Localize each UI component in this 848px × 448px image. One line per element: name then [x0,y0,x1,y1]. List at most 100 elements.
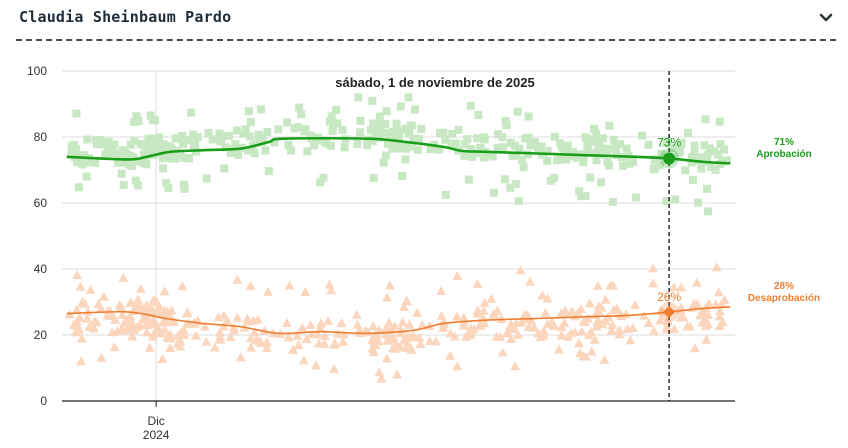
disapproval-poll-point [394,341,405,351]
approval-poll-point [605,121,614,130]
approval-poll-point [452,139,461,148]
approval-poll-point [405,129,414,138]
approval-poll-point [697,164,706,173]
disapproval-poll-point [505,334,516,344]
approval-poll-point [130,118,139,127]
approval-poll-point [72,145,81,154]
approval-poll-point [581,192,590,201]
approval-poll-point [72,151,81,160]
date-cursor[interactable]: 73% 26% [657,71,681,401]
approval-poll-point [72,109,81,118]
approval-poll-point [466,101,475,110]
disapproval-poll-point [549,321,560,331]
disapproval-poll-point [91,317,102,327]
disapproval-poll-point [283,332,294,342]
disapproval-poll-point [381,292,392,302]
approval-poll-point [392,119,401,128]
approval-poll-point [677,138,686,147]
disapproval-poll-point [376,373,387,383]
approval-legend-label: Aprobación [756,149,812,160]
approval-poll-point [381,120,390,129]
approval-poll-point [608,197,617,206]
approval-poll-point [224,131,233,140]
approval-poll-point [395,132,404,141]
approval-poll-point [556,139,565,148]
disapproval-poll-point [75,281,86,291]
disapproval-poll-point [401,295,412,305]
disapproval-poll-point [522,310,533,320]
approval-poll-point [221,143,230,152]
disapproval-poll-point [324,279,335,289]
disapproval-poll-point [719,295,730,305]
chevron-down-icon[interactable] [818,10,834,26]
approval-poll-point [79,158,88,167]
approval-poll-point [694,198,703,207]
approval-poll-point [631,193,640,202]
approval-poll-point [325,117,334,126]
approval-poll-point [714,150,723,159]
approval-poll-point [376,125,385,134]
approval-poll-point [171,154,180,163]
approval-poll-point [655,161,664,170]
approval-poll-point [184,154,193,163]
disapproval-poll-point [491,331,502,341]
approval-poll-point [159,164,168,173]
disapproval-poll-point [662,316,673,326]
disapproval-poll-point [322,315,333,325]
approval-poll-point [556,155,565,164]
disapproval-poll-point [559,318,570,328]
disapproval-poll-point [713,287,724,297]
disapproval-poll-point [284,280,295,290]
y-tick-label: 40 [34,262,48,276]
approval-poll-point [369,174,378,183]
approval-poll-point [441,191,450,200]
approval-poll-point [407,121,416,130]
approval-poll-point [584,146,593,155]
approval-poll-point [563,141,572,150]
disapproval-poll-point [150,319,161,329]
approval-poll-point [590,149,599,158]
approval-poll-point [381,151,390,160]
approval-poll-point [473,149,482,158]
approval-poll-point [519,163,528,172]
approval-poll-point [231,140,240,149]
approval-poll-point [250,149,259,158]
approval-poll-point [148,116,157,125]
approval-poll-point [707,162,716,171]
trend-lines [66,136,731,335]
approval-poll-point [189,130,198,139]
approval-poll-point [592,156,601,165]
disapproval-poll-point [648,278,659,288]
approval-poll-point [215,129,224,138]
approval-poll-point [130,136,139,145]
disapproval-poll-point [600,294,611,304]
disapproval-poll-point [678,312,689,322]
disapproval-poll-point [465,323,476,333]
approval-poll-point [413,145,422,154]
approval-poll-point [116,150,125,159]
approval-poll-point [284,140,293,149]
approval-poll-point [117,169,126,178]
approval-poll-point [401,143,410,152]
approval-poll-point [499,143,508,152]
disapproval-poll-point [326,285,337,295]
approval-poll-point [204,128,213,137]
approval-poll-point [515,144,524,153]
approval-poll-point [579,158,588,167]
disapproval-poll-point [76,333,87,343]
approval-poll-point [256,105,265,114]
approval-poll-point [650,163,659,172]
disapproval-poll-point [578,316,589,326]
disapproval-poll-point [523,321,534,331]
disapproval-poll-point [147,331,158,341]
disapproval-poll-point [305,319,316,329]
approval-poll-point [622,144,631,153]
approval-poll-point [537,142,546,151]
disapproval-poll-point [199,321,210,331]
approval-poll-point [575,186,584,195]
disapproval-poll-point [542,293,553,303]
approval-poll-point [376,118,385,127]
approval-poll-point [586,173,595,182]
approval-poll-point [435,145,444,154]
approval-poll-point [526,141,535,150]
